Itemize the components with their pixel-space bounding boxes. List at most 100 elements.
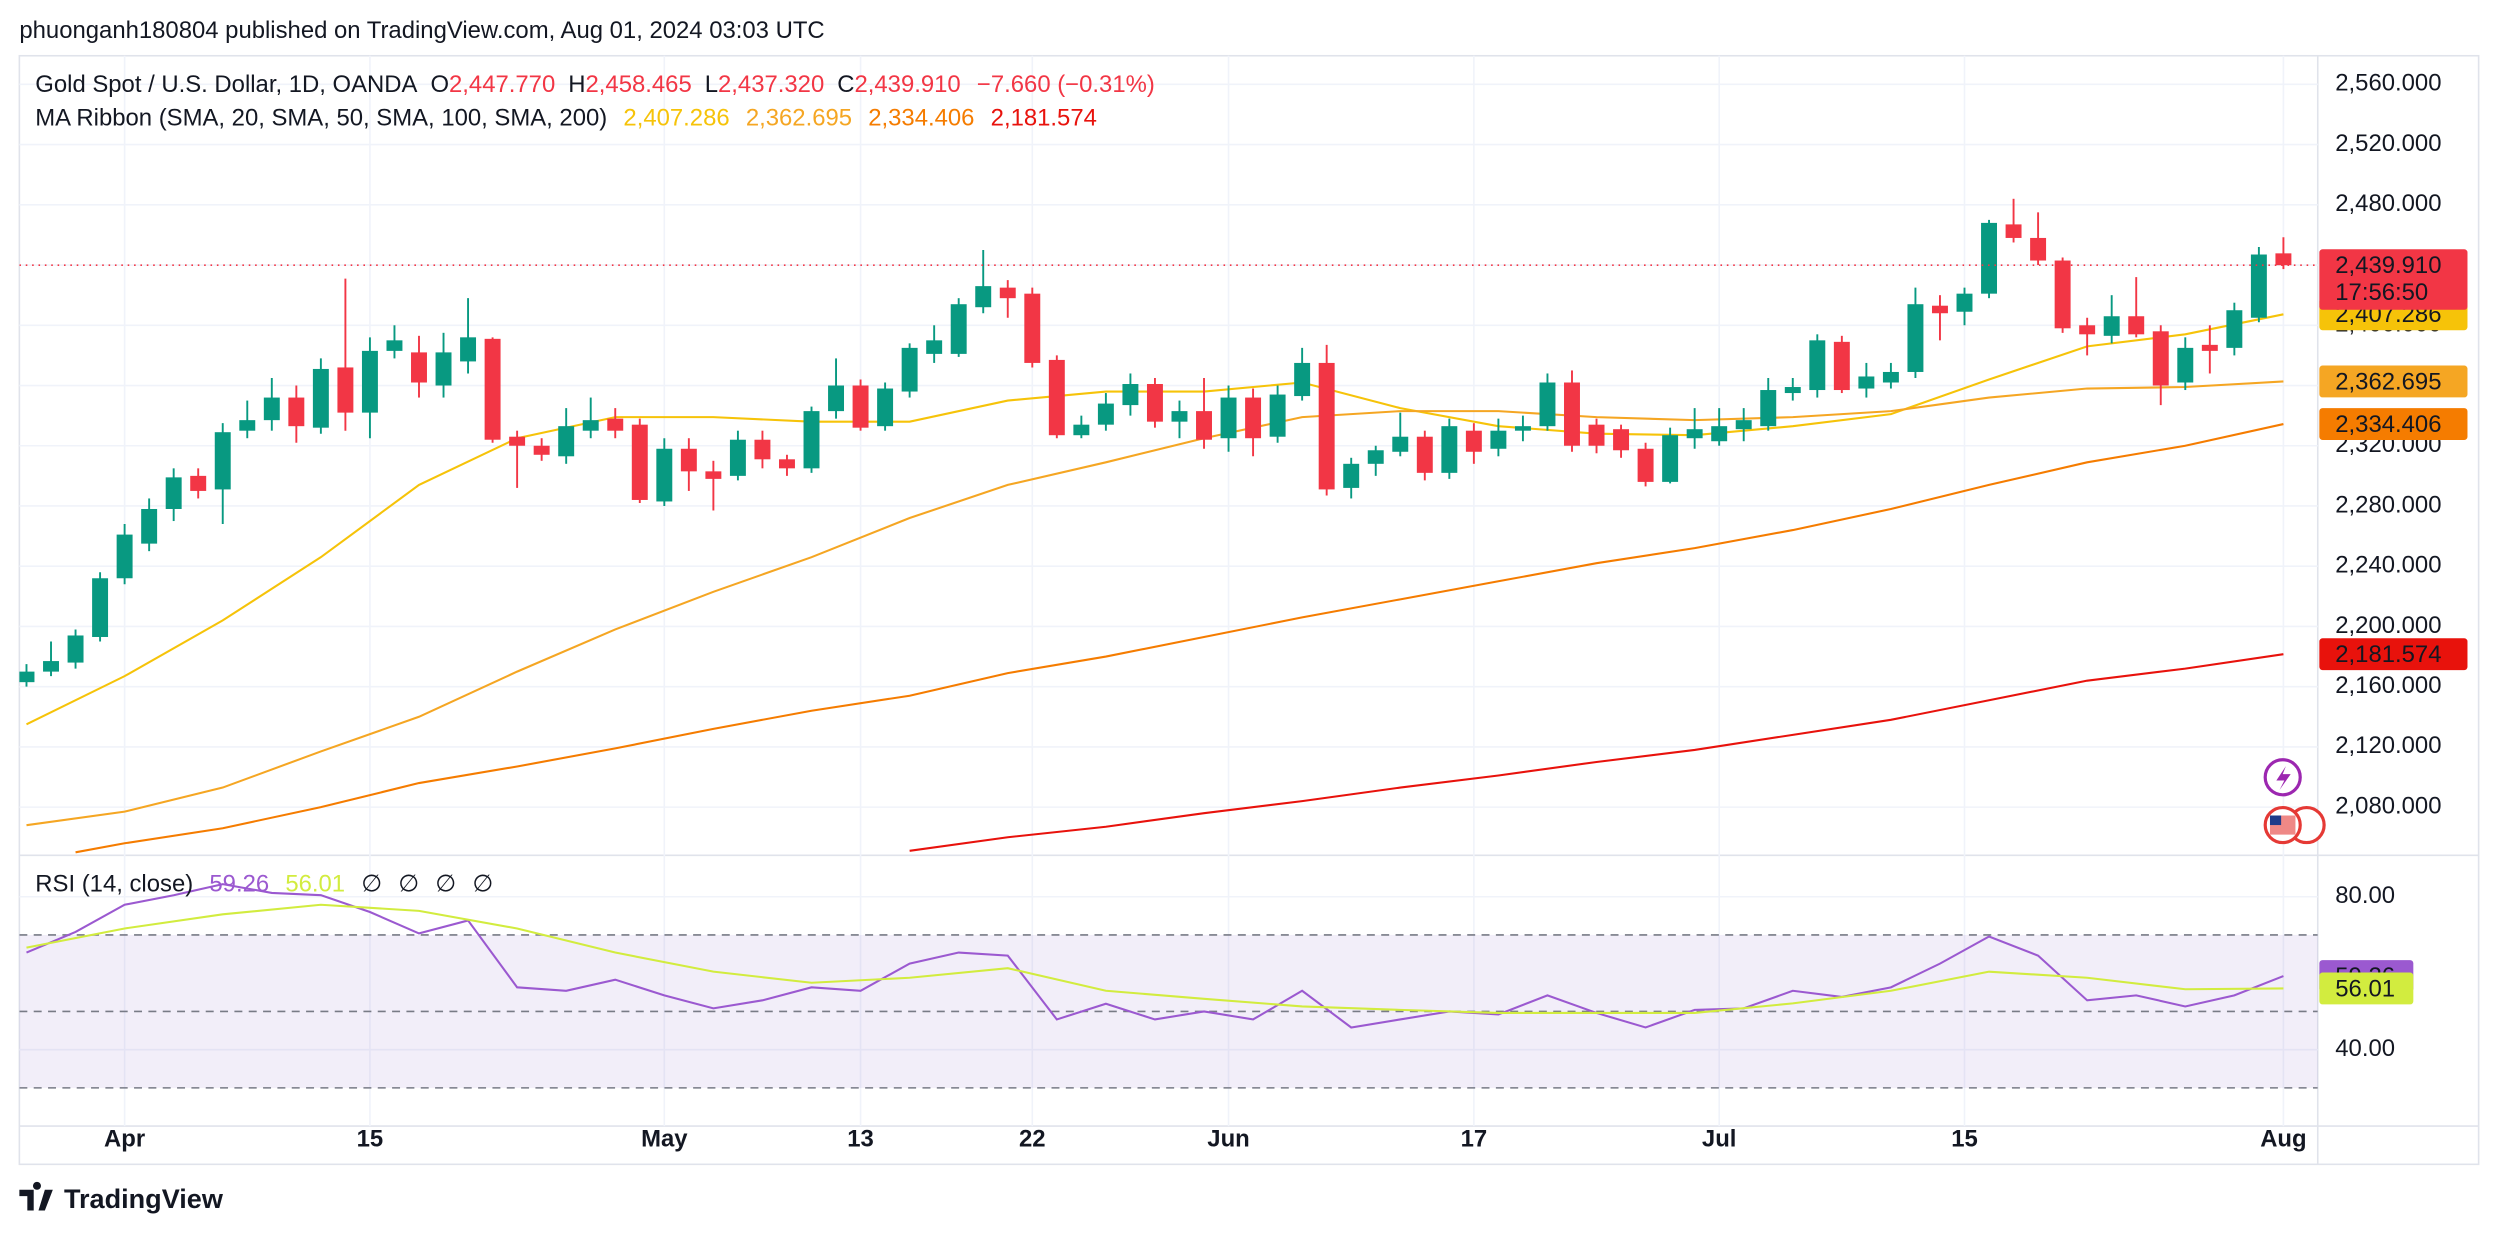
ohlc-key: O [430,71,449,98]
candle-body [1564,382,1580,446]
line-series [75,423,2284,854]
countdown-label: 17:56:50 [2335,279,2428,306]
candle-body [729,439,746,476]
candle-body [1441,426,1458,473]
ma-value: 2,181.574 [991,105,1097,132]
candle-body [2079,325,2096,335]
candle-body [1931,305,1948,314]
candle-body [484,338,501,440]
x-tick-label: Apr [104,1126,145,1153]
candle-body [754,439,771,460]
candle-body [2275,253,2292,266]
candle-body [1146,384,1163,422]
candle-body [1907,304,1924,372]
y-tick-label: 2,080.000 [2335,792,2441,819]
candle-body [901,347,918,392]
candle-body [2054,260,2071,329]
candle-body [803,411,820,469]
line-series [26,883,2284,1029]
price-badge [2319,638,2468,671]
price-badge-label: 2,362.695 [2335,368,2441,395]
y-tick-label: 2,200.000 [2335,612,2441,639]
candle-body [2201,344,2218,351]
rsi-value: 59.26 [209,871,269,898]
y-tick-label: 2,480.000 [2335,190,2441,217]
candle-body [214,432,231,490]
candle-body [460,337,477,362]
candle-body [1220,397,1237,439]
symbol-title: Gold Spot / U.S. Dollar, 1D, OANDA [35,71,417,98]
candle-body [582,420,599,431]
candle-body [1956,293,1973,312]
candle-body [999,287,1016,299]
price-badge-label: 2,181.574 [2335,641,2441,668]
line-series [909,653,2284,852]
x-tick-label: 13 [847,1126,874,1153]
x-tick-label: 17 [1461,1126,1488,1153]
last-price-badge [2319,249,2468,310]
ma-value: 2,362.695 [746,105,852,132]
line-series [26,903,2284,1014]
candle-body [2152,331,2169,386]
candle-body [239,420,256,431]
candle-body [43,661,59,672]
ohlc-change: −7.660 (−0.31%) [977,71,1155,98]
candle-body [1171,411,1188,422]
x-tick-label: Jul [1702,1126,1737,1153]
axes: Apr 15 May 13 22 Jun 17 Jul 15 Aug 2,560.000 2,520.… [104,70,2468,1153]
symbol-legend: Gold Spot / U.S. Dollar, 1D, OANDA O2,44… [35,71,1154,98]
candle-body [435,352,452,386]
candle-body [411,352,427,383]
candle-body [288,397,305,427]
candle-body [141,508,158,544]
candle-body [1711,426,1728,442]
candle-body [950,304,967,354]
candle-body [1858,376,1875,389]
ohlc-key: C [837,71,854,98]
rsi-value: 56.01 [285,871,345,898]
candle-body [1073,424,1090,436]
x-tick-label: 22 [1019,1126,1046,1153]
candle-body [1833,341,1850,391]
candle-body [1024,293,1041,363]
candle-body [558,426,575,457]
price-badge-label: 2,334.406 [2335,411,2441,438]
event-icons [2263,758,2326,845]
candle-body [19,671,35,683]
brand-logo [19,1181,53,1211]
ma-legend: MA Ribbon (SMA, 20, SMA, 50, SMA, 100, S… [35,105,1097,132]
ma-value: 2,334.406 [868,105,974,132]
ma-value: 2,407.286 [623,105,729,132]
candle-body [2103,316,2120,336]
candle-body [1416,436,1433,473]
ohlc-key: L [705,71,718,98]
y-tick-label: 2,120.000 [2335,732,2441,759]
y-tick-label: 2,160.000 [2335,672,2441,699]
ohlc-value: 2,458.465 [586,71,692,98]
candle-body [1981,222,1998,294]
candle-body [1269,394,1286,437]
candle-body [1882,371,1899,383]
candle-body [1686,429,1703,439]
candle-body [1294,362,1311,397]
x-tick-label: 15 [1951,1126,1978,1153]
candle-body [1392,436,1409,452]
candle-body [1613,429,1630,451]
candle-body [1196,411,1212,440]
candle-body [2128,316,2145,335]
rsi-legend: RSI (14, close) 59.26 56.01 ∅ ∅ ∅ ∅ [35,871,493,898]
candle-body [312,368,329,428]
candle-body [533,445,550,455]
candle-body [1343,463,1360,488]
candle-body [1318,362,1335,490]
x-tick-label: May [641,1126,688,1153]
y-tick-label: 80.00 [2335,882,2395,909]
grid [19,55,2318,1127]
rsi-na: ∅ [472,871,493,898]
x-tick-label: Jun [1207,1126,1249,1153]
candle-body [1122,384,1139,406]
candle-body [1514,426,1531,431]
ma-title: MA Ribbon (SMA, 20, SMA, 50, SMA, 100, S… [35,105,607,132]
